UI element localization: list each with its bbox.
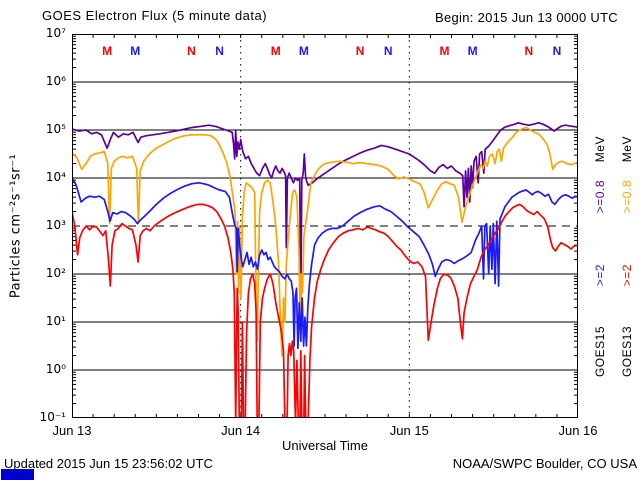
chart-title: GOES Electron Flux (5 minute data) xyxy=(42,8,268,23)
y-tick-label: 10⁴ xyxy=(45,170,66,184)
series-goes13-2-mev xyxy=(72,203,578,418)
marker-N: N xyxy=(356,44,365,58)
y-tick-label: 10³ xyxy=(45,218,66,232)
x-tick-label: Jun 16 xyxy=(558,423,598,438)
y-tick-label: 10⁰ xyxy=(45,362,66,376)
marker-N: N xyxy=(524,44,533,58)
legend-label: >=0.8 xyxy=(620,180,634,214)
begin-timestamp: Begin: 2015 Jun 13 0000 UTC xyxy=(435,10,618,25)
series-goes13-0-8-mev xyxy=(72,126,578,357)
marker-M: M xyxy=(439,44,449,58)
legend-label: GOES13 xyxy=(620,326,634,378)
source-credit: NOAA/SWPC Boulder, CO USA xyxy=(452,456,637,471)
x-axis-title: Universal Time xyxy=(282,438,368,453)
bottom-left-blue-box xyxy=(1,469,34,480)
x-tick-label: Jun 14 xyxy=(221,423,261,438)
y-tick-label: 10² xyxy=(45,266,66,280)
marker-M: M xyxy=(130,44,140,58)
legend-label: MeV xyxy=(620,136,634,163)
x-tick-label: Jun 15 xyxy=(389,423,429,438)
marker-M: M xyxy=(299,44,309,58)
marker-N: N xyxy=(384,44,393,58)
y-axis-title: Particles cm⁻²s⁻¹sr⁻¹ xyxy=(8,153,24,299)
marker-M: M xyxy=(102,44,112,58)
y-tick-label: 10⁻¹ xyxy=(39,410,66,424)
series-goes15-2-mev xyxy=(72,177,578,350)
marker-N: N xyxy=(553,44,562,58)
legend-label: >=0.8 xyxy=(593,180,607,214)
marker-M: M xyxy=(468,44,478,58)
y-tick-label: 10¹ xyxy=(45,314,66,328)
legend-label: MeV xyxy=(593,136,607,163)
marker-M: M xyxy=(271,44,281,58)
legend-label: GOES15 xyxy=(593,326,607,378)
legend-label: >=2 xyxy=(620,264,634,287)
marker-N: N xyxy=(187,44,196,58)
plot-frame xyxy=(72,34,578,418)
y-tick-label: 10⁵ xyxy=(45,122,66,136)
legend-label: >=2 xyxy=(593,264,607,287)
marker-N: N xyxy=(215,44,224,58)
y-tick-label: 10⁷ xyxy=(45,26,66,40)
series-goes15-0-8-mev xyxy=(72,121,578,307)
x-tick-label: Jun 13 xyxy=(52,423,92,438)
y-tick-label: 10⁶ xyxy=(45,74,66,88)
updated-timestamp: Updated 2015 Jun 15 23:56:02 UTC xyxy=(4,456,213,471)
